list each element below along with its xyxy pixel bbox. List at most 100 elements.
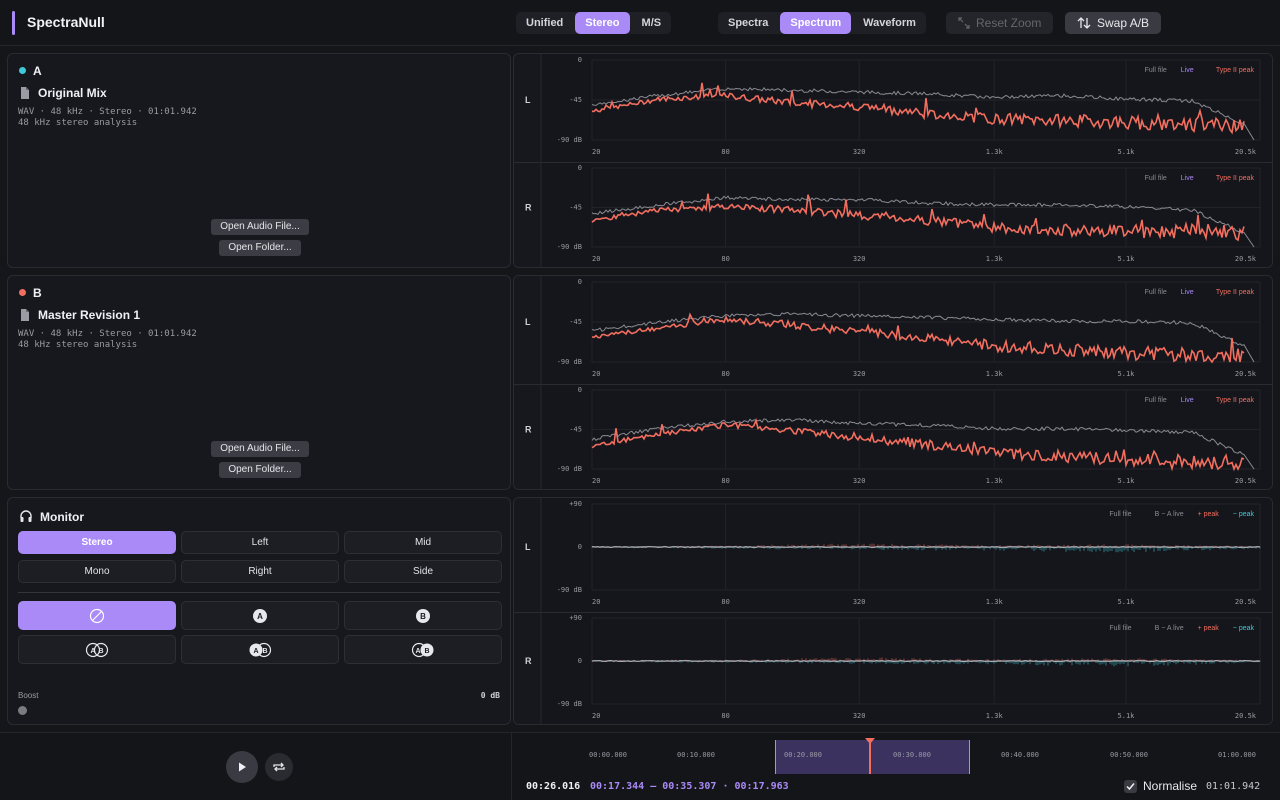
- difference-chart-left[interactable]: L 20 80 320 1.3k 5.1k 20.5k +90 0 -90 dB − peak + p…: [514, 498, 1273, 612]
- tab-waveform[interactable]: Waveform: [863, 17, 916, 29]
- channel-label: L: [525, 317, 531, 327]
- source-b-icon: B: [416, 608, 430, 623]
- svg-text:B: B: [424, 648, 429, 655]
- svg-text:A: A: [415, 648, 420, 655]
- legend-item: + peak: [1198, 625, 1220, 632]
- source-mute-button[interactable]: [18, 601, 176, 630]
- db-tick-label: 0: [578, 657, 582, 665]
- freq-tick-label: 80: [721, 477, 729, 485]
- source-b-button[interactable]: B: [344, 601, 502, 630]
- chart-panel-diff: L 20 80 320 1.3k 5.1k 20.5k +90 0 -90 dB − peak + p…: [513, 497, 1273, 725]
- db-tick-label: 0: [578, 56, 582, 64]
- swap-ab-button[interactable]: Swap A/B: [1065, 12, 1162, 34]
- open-audio-file-button-b[interactable]: Open Audio File...: [211, 441, 309, 457]
- tab-stereo[interactable]: Stereo: [575, 12, 630, 34]
- source-a-icon: A: [253, 608, 267, 623]
- freq-tick-label: 1.3k: [986, 598, 1004, 606]
- channel-label: L: [525, 542, 531, 552]
- timeline-tick: 00:40.000: [1001, 751, 1039, 759]
- freq-tick-label: 20: [592, 370, 600, 378]
- db-tick-label: -45: [569, 318, 582, 326]
- freq-tick-label: 1.3k: [986, 712, 1004, 720]
- freq-tick-label: 20.5k: [1235, 370, 1257, 378]
- freq-tick-label: 5.1k: [1118, 148, 1136, 156]
- monitor-side-button[interactable]: Side: [344, 560, 502, 583]
- document-icon: [21, 309, 29, 321]
- timeline-selection[interactable]: [775, 740, 970, 774]
- mute-icon: [89, 608, 105, 623]
- db-tick-label: 0: [578, 164, 582, 172]
- legend-item: Live: [1181, 67, 1194, 74]
- tab-unified[interactable]: Unified: [526, 17, 564, 29]
- boost-slider[interactable]: [18, 706, 27, 715]
- loop-icon: [273, 762, 285, 772]
- timeline-tick: 00:10.000: [677, 751, 715, 759]
- channel-label: R: [525, 656, 532, 666]
- freq-tick-label: 320: [853, 477, 866, 485]
- spectrum-chart-b-left[interactable]: L 20 80 320 1.3k 5.1k 20.5k 0 -45 -90 dB Type II p…: [514, 276, 1273, 384]
- svg-text:A: A: [257, 612, 263, 621]
- freq-tick-label: 1.3k: [986, 255, 1004, 263]
- normalise-toggle[interactable]: Normalise: [1124, 779, 1197, 793]
- checkmark-icon: [1126, 782, 1135, 790]
- tab-ms[interactable]: M/S: [641, 17, 662, 29]
- monitor-left-button[interactable]: Left: [181, 531, 339, 554]
- normalise-checkbox[interactable]: [1124, 779, 1137, 793]
- timeline-bar: 00:00.000 00:10.000 00:20.000 00:30.000 …: [512, 732, 1280, 800]
- freq-tick-label: 80: [721, 255, 729, 263]
- tab-spectrum[interactable]: Spectrum: [780, 12, 852, 34]
- legend-item: B − A live: [1155, 511, 1184, 518]
- freq-tick-label: 320: [853, 370, 866, 378]
- series-type-ii-peak: [591, 417, 1245, 472]
- timeline-tick: 00:30.000: [893, 751, 931, 759]
- brand-accent: [12, 11, 15, 35]
- db-tick-label: -90 dB: [557, 586, 582, 594]
- db-tick-label: -45: [569, 96, 582, 104]
- timeline-tick: 00:00.000: [589, 751, 627, 759]
- monitor-mono-button[interactable]: Mono: [18, 560, 176, 583]
- plot-area: [541, 612, 1272, 724]
- file-a-panel: A Original Mix WAV · 48 kHz · Stereo · 0…: [7, 53, 511, 268]
- difference-chart-right[interactable]: R 20 80 320 1.3k 5.1k 20.5k +90 0 -90 dB − peak + p…: [514, 612, 1273, 725]
- playhead[interactable]: [869, 740, 871, 774]
- series-type-ii-peak: [591, 193, 1245, 242]
- db-tick-label: -45: [569, 426, 582, 434]
- freq-tick-label: 5.1k: [1118, 255, 1136, 263]
- play-button[interactable]: [226, 751, 258, 783]
- monitor-mid-button[interactable]: Mid: [344, 531, 502, 554]
- tab-spectra[interactable]: Spectra: [728, 17, 769, 29]
- legend-item: Live: [1181, 175, 1194, 182]
- legend-item: Type II peak: [1216, 289, 1255, 296]
- freq-tick-label: 320: [853, 712, 866, 720]
- monitor-title: Monitor: [40, 510, 84, 524]
- svg-text:B: B: [98, 648, 103, 655]
- app-title: SpectraNull: [27, 14, 105, 30]
- series-full-file: [591, 418, 1255, 470]
- legend-item: − peak: [1233, 625, 1255, 632]
- open-folder-button-b[interactable]: Open Folder...: [219, 462, 301, 478]
- selection-range: 00:17.344 — 00:35.307 · 00:17.963: [590, 781, 789, 792]
- reset-zoom-button[interactable]: Reset Zoom: [946, 12, 1054, 34]
- freq-tick-label: 80: [721, 148, 729, 156]
- legend-item: + peak: [1198, 511, 1220, 518]
- monitor-right-button[interactable]: Right: [181, 560, 339, 583]
- legend-item: B − A live: [1155, 625, 1184, 632]
- freq-tick-label: 5.1k: [1118, 370, 1136, 378]
- zoom-reset-icon: [958, 17, 970, 29]
- legend-item: Type II peak: [1216, 175, 1255, 182]
- top-bar: SpectraNull Unified Stereo M/S Spectra S…: [0, 0, 1280, 46]
- monitor-stereo-button[interactable]: Stereo: [18, 531, 176, 554]
- loop-button[interactable]: [265, 753, 293, 781]
- open-folder-button-a[interactable]: Open Folder...: [219, 240, 301, 256]
- spectrum-chart-a-left[interactable]: L 20 80 320 1.3k 5.1k 20.5k 0 -45 -90 dB Type II p…: [514, 54, 1273, 162]
- spectrum-chart-b-right[interactable]: R 20 80 320 1.3k 5.1k 20.5k 0 -45 -90 dB Type II p…: [514, 384, 1273, 490]
- source-a-button[interactable]: A: [181, 601, 339, 630]
- open-audio-file-button-a[interactable]: Open Audio File...: [211, 219, 309, 235]
- legend-item: Full file: [1145, 397, 1167, 404]
- spectrum-chart-a-right[interactable]: R 20 80 320 1.3k 5.1k 20.5k 0 -45 -90 dB Type II p…: [514, 162, 1273, 268]
- playhead-handle[interactable]: [865, 738, 875, 744]
